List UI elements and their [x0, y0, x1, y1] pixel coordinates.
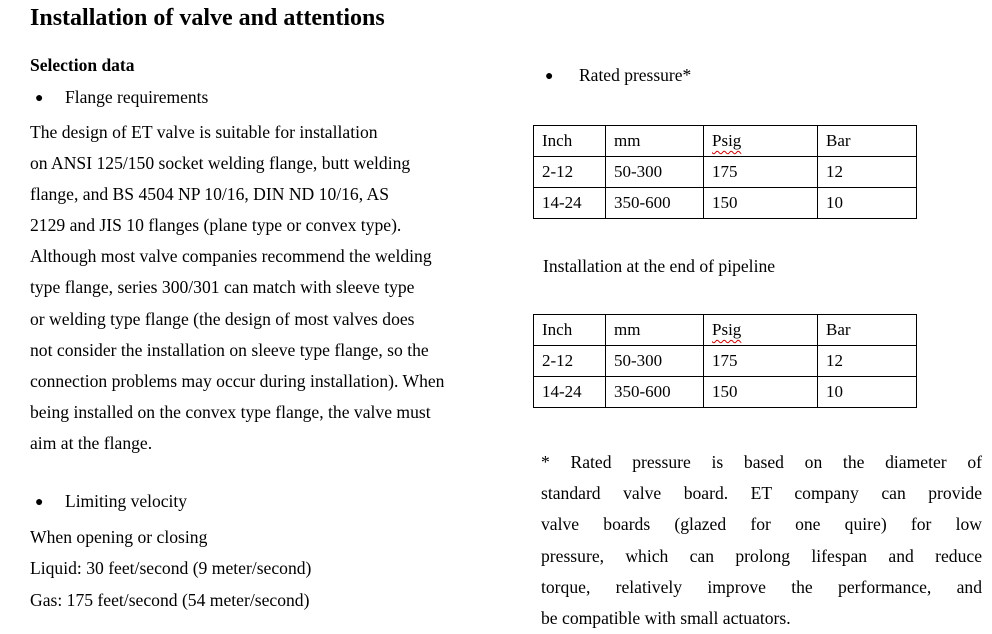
velocity-paragraph: When opening or closing Liquid: 30 feet/… [30, 522, 311, 616]
pipeline-heading: Installation at the end of pipeline [543, 256, 776, 276]
bullet-item-flange-requirements: ● Flange requirements [30, 87, 208, 108]
column-header-inch: Inch [533, 125, 606, 157]
table-row: 14-24 350-600 150 10 [533, 187, 917, 219]
bullet-item-rated-pressure: ● Rated pressure* [539, 65, 691, 86]
footnote-line: be compatible with small actuators. [541, 608, 791, 629]
table-cell: 10 [817, 187, 917, 219]
section-heading-selection-data: Selection data [30, 55, 135, 75]
paragraph-line: Although most valve companies recommend … [30, 246, 432, 267]
table-cell: 175 [703, 156, 818, 188]
table-row: 2-12 50-300 175 12 [533, 156, 917, 188]
table-header-row: Inch mm Psig Bar [533, 314, 917, 346]
table-row: 2-12 50-300 175 12 [533, 345, 917, 377]
column-header-bar: Bar [817, 125, 917, 157]
velocity-line-gas: Gas: 175 feet/second (54 meter/second) [30, 589, 310, 610]
bullet-icon: ● [545, 69, 554, 84]
footnote-line: standard valve board. ET company can pro… [541, 483, 982, 504]
table-cell: 350-600 [605, 376, 704, 408]
table-cell: 2-12 [533, 345, 606, 377]
column-header-bar: Bar [817, 314, 917, 346]
paragraph-line: The design of ET valve is suitable for i… [30, 122, 378, 142]
psig-spellcheck-text: Psig [712, 131, 742, 150]
table-row: 14-24 350-600 150 10 [533, 376, 917, 408]
table-header-row: Inch mm Psig Bar [533, 125, 917, 157]
velocity-line-liquid: Liquid: 30 feet/second (9 meter/second) [30, 558, 312, 579]
column-header-mm: mm [605, 125, 704, 157]
flange-requirements-label: Flange requirements [65, 87, 209, 107]
table-cell: 14-24 [533, 187, 606, 219]
footnote-line: torque, relatively improve the performan… [541, 576, 982, 597]
paragraph-line: type flange, series 300/301 can match wi… [30, 277, 415, 298]
column-header-mm: mm [605, 314, 704, 346]
table-cell: 10 [817, 376, 917, 408]
table-cell: 12 [817, 345, 917, 377]
end-of-pipeline-table: Inch mm Psig Bar 2-12 50-300 175 12 14-2… [533, 314, 917, 408]
bullet-icon: ● [35, 495, 44, 510]
table-cell: 175 [703, 345, 818, 377]
paragraph-line: connection problems may occur during ins… [30, 370, 445, 391]
rated-pressure-footnote: * Rated pressure is based on the diamete… [541, 447, 982, 634]
table-cell: 50-300 [605, 345, 704, 377]
table-cell: 2-12 [533, 156, 606, 188]
paragraph-line: aim at the flange. [30, 432, 153, 453]
footnote-line: * Rated pressure is based on the diamete… [541, 452, 982, 472]
page-title: Installation of valve and attentions [30, 5, 385, 31]
footnote-line: valve boards (glazed for one quire) for … [541, 514, 982, 535]
paragraph-line: or welding type flange (the design of mo… [30, 308, 415, 329]
footnote-line: pressure, which can prolong lifespan and… [541, 545, 982, 566]
table-cell: 150 [703, 376, 818, 408]
table-cell: 150 [703, 187, 818, 219]
paragraph-line: being installed on the convex type flang… [30, 401, 431, 422]
paragraph-line: 2129 and JIS 10 flanges (plane type or c… [30, 215, 402, 236]
psig-spellcheck-text: Psig [712, 320, 742, 339]
column-header-inch: Inch [533, 314, 606, 346]
rated-pressure-label: Rated pressure* [579, 65, 692, 85]
limiting-velocity-label: Limiting velocity [65, 491, 187, 511]
column-header-psig: Psig [703, 314, 818, 346]
paragraph-line: flange, and BS 4504 NP 10/16, DIN ND 10/… [30, 184, 390, 205]
bullet-icon: ● [35, 91, 44, 106]
table-cell: 350-600 [605, 187, 704, 219]
table-cell: 14-24 [533, 376, 606, 408]
table-cell: 12 [817, 156, 917, 188]
velocity-line-opening-closing: When opening or closing [30, 527, 208, 547]
flange-paragraph: The design of ET valve is suitable for i… [30, 117, 444, 459]
bullet-item-limiting-velocity: ● Limiting velocity [30, 491, 187, 512]
rated-pressure-table: Inch mm Psig Bar 2-12 50-300 175 12 14-2… [533, 125, 917, 219]
paragraph-line: on ANSI 125/150 socket welding flange, b… [30, 153, 411, 174]
table-cell: 50-300 [605, 156, 704, 188]
column-header-psig: Psig [703, 125, 818, 157]
paragraph-line: not consider the installation on sleeve … [30, 339, 429, 360]
